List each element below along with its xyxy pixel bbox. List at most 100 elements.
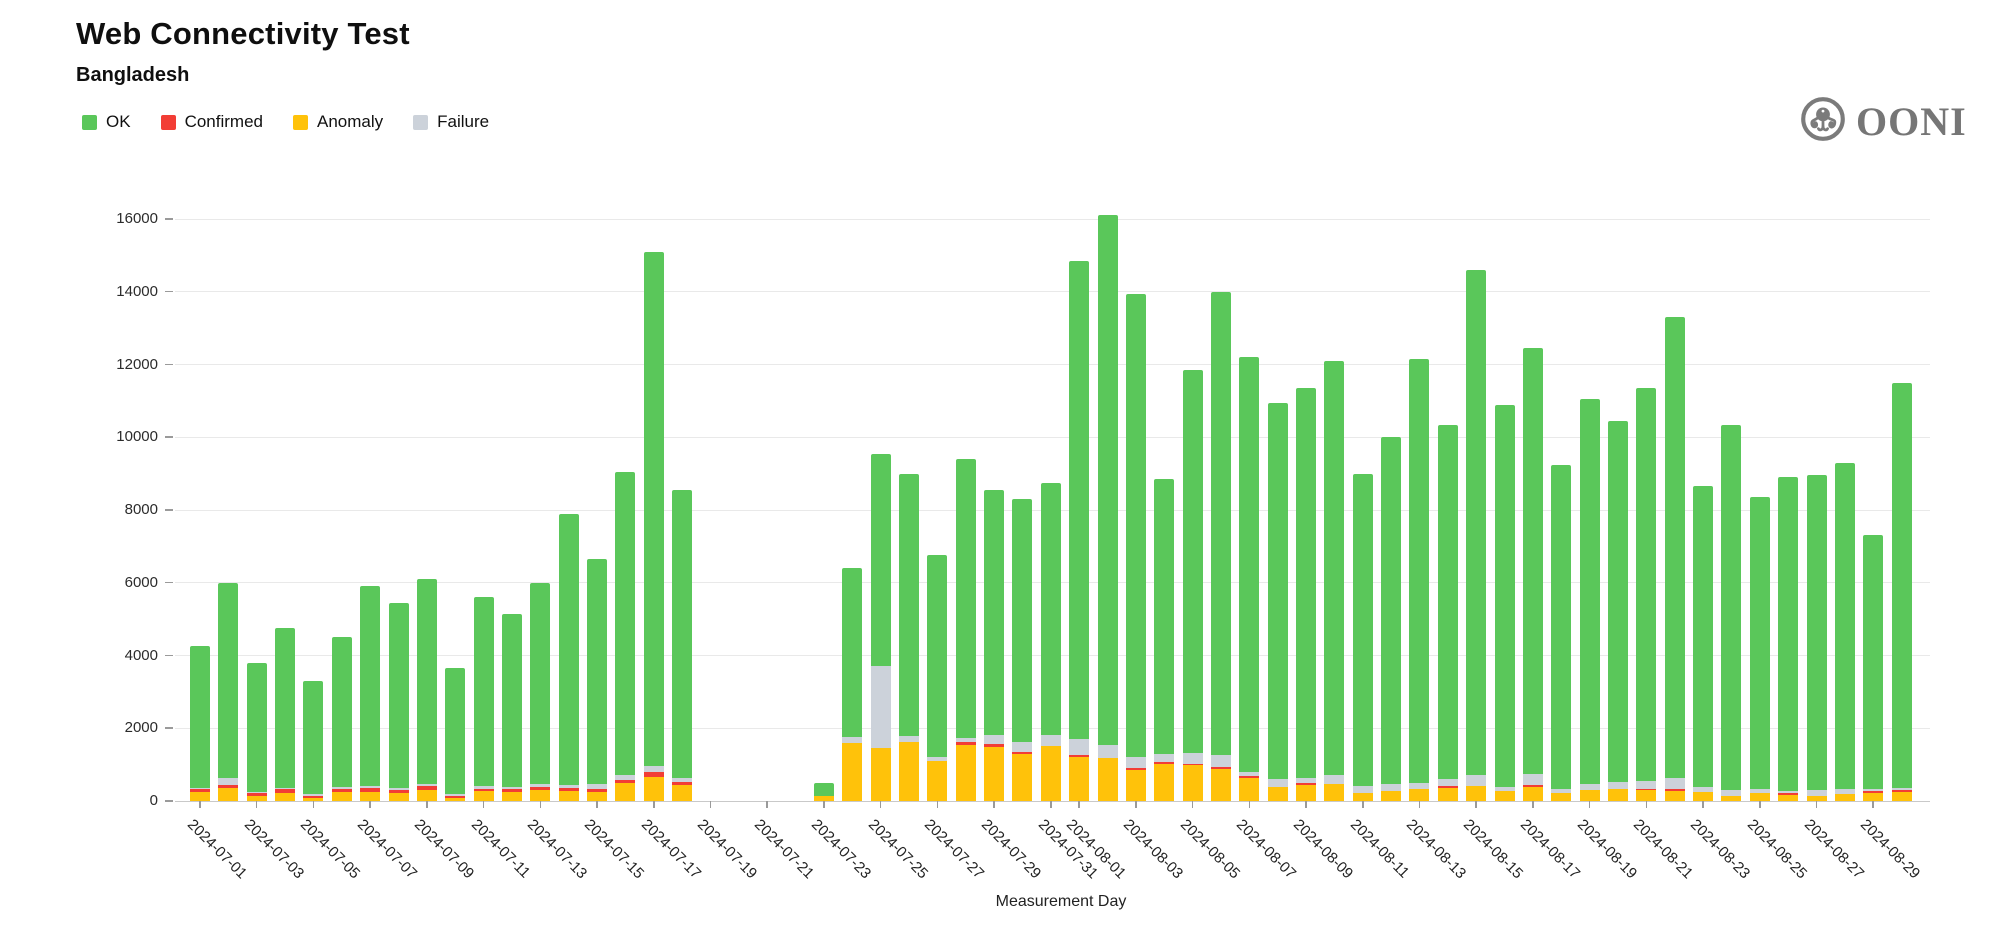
bar-2024-07-17[interactable]: [643, 219, 664, 801]
bar-2024-08-02[interactable]: [1097, 215, 1118, 801]
bar-2024-07-30[interactable]: [1012, 219, 1033, 801]
bar-2024-07-10[interactable]: [445, 219, 466, 801]
bar-2024-07-14[interactable]: [558, 219, 579, 801]
bar-2024-08-26[interactable]: [1778, 219, 1799, 801]
x-axis-line: [175, 800, 1930, 802]
bar-segment-anomaly: [1579, 790, 1600, 801]
page-subtitle: Bangladesh: [76, 64, 190, 86]
bar-2024-07-27[interactable]: [927, 219, 948, 801]
bar-2024-07-11[interactable]: [473, 219, 494, 801]
bar-2024-07-16[interactable]: [615, 219, 636, 801]
bar-2024-07-31[interactable]: [1040, 219, 1061, 801]
bar-2024-08-07[interactable]: [1239, 219, 1260, 801]
bar-2024-08-18[interactable]: [1551, 219, 1572, 801]
y-tick-label: 6000: [124, 573, 158, 591]
x-tick: [1248, 801, 1251, 808]
bar-2024-08-25[interactable]: [1749, 219, 1770, 801]
bar-2024-07-09[interactable]: [416, 219, 437, 801]
bar-2024-08-29[interactable]: [1863, 219, 1884, 801]
bar-segment-ok: [1239, 357, 1260, 773]
bar-2024-08-13[interactable]: [1409, 219, 1430, 801]
bar-segment-confirmed: [615, 780, 636, 783]
bar-segment-anomaly: [1664, 791, 1685, 801]
bar-segment-anomaly: [416, 790, 437, 801]
bar-2024-08-08[interactable]: [1267, 219, 1288, 801]
bar-2024-08-09[interactable]: [1296, 219, 1317, 801]
bar-2024-08-01[interactable]: [1069, 219, 1090, 801]
bar-2024-08-30[interactable]: [1891, 219, 1912, 801]
bar-2024-08-15[interactable]: [1466, 219, 1487, 801]
bar-2024-08-23[interactable]: [1693, 219, 1714, 801]
bar-2024-08-03[interactable]: [1125, 219, 1146, 801]
bar-2024-08-20[interactable]: [1608, 219, 1628, 801]
bar-segment-anomaly: [672, 784, 693, 801]
bar-2024-08-27[interactable]: [1806, 219, 1827, 801]
bar-2024-07-24[interactable]: [842, 219, 863, 801]
bar-2024-07-18[interactable]: [672, 219, 693, 801]
bar-segment-ok: [530, 582, 551, 785]
bar-segment-ok: [445, 668, 466, 795]
bar-segment-anomaly: [615, 782, 636, 801]
bar-2024-07-07[interactable]: [360, 219, 381, 801]
bar-2024-07-01[interactable]: [190, 219, 210, 801]
bar-segment-anomaly: [955, 744, 976, 801]
bar-segment-anomaly: [1296, 785, 1317, 801]
bar-segment-failure: [1437, 778, 1458, 787]
x-tick: [1588, 801, 1591, 808]
bar-2024-07-15[interactable]: [587, 219, 608, 801]
bar-segment-confirmed: [473, 788, 494, 791]
anomaly-swatch-icon: [292, 114, 308, 130]
bar-segment-ok: [1608, 420, 1628, 783]
bar-segment-failure: [473, 786, 494, 789]
bar-segment-failure: [530, 784, 551, 787]
bar-segment-confirmed: [530, 786, 551, 791]
bar-2024-08-06[interactable]: [1210, 219, 1231, 801]
bar-segment-confirmed: [1863, 791, 1884, 794]
y-tick: [165, 654, 173, 656]
x-tick-label: 2024-07-17: [637, 816, 705, 883]
bar-2024-07-06[interactable]: [331, 219, 352, 801]
chart-legend: OK Confirmed Anomaly Failure: [82, 112, 489, 132]
bar-2024-08-19[interactable]: [1579, 219, 1600, 801]
bar-segment-ok: [1693, 486, 1714, 787]
bar-2024-07-29[interactable]: [984, 219, 1005, 801]
bar-segment-ok: [899, 473, 919, 736]
bar-segment-anomaly: [388, 792, 409, 801]
bar-segment-confirmed: [1125, 767, 1146, 770]
bar-2024-07-05[interactable]: [303, 219, 324, 801]
bar-segment-anomaly: [1437, 787, 1458, 801]
x-tick-label: 2024-08-09: [1290, 816, 1357, 883]
bar-2024-08-17[interactable]: [1522, 219, 1543, 801]
bar-2024-07-08[interactable]: [388, 219, 409, 801]
bar-2024-07-13[interactable]: [530, 219, 551, 801]
bar-2024-08-12[interactable]: [1381, 219, 1402, 801]
bar-2024-08-21[interactable]: [1636, 219, 1657, 801]
bar-2024-07-23[interactable]: [813, 219, 834, 801]
bar-segment-confirmed: [955, 742, 976, 745]
bar-segment-anomaly: [984, 746, 1005, 801]
bar-2024-08-28[interactable]: [1834, 219, 1855, 801]
bar-2024-07-26[interactable]: [899, 219, 919, 801]
ooni-logo: OONI: [1800, 96, 1967, 147]
bar-2024-08-22[interactable]: [1664, 219, 1685, 801]
bar-2024-08-14[interactable]: [1437, 219, 1458, 801]
bar-2024-07-25[interactable]: [870, 219, 891, 801]
bar-2024-08-04[interactable]: [1154, 219, 1175, 801]
bar-2024-08-24[interactable]: [1721, 219, 1742, 801]
x-tick: [1135, 801, 1137, 808]
x-tick-label: 2024-08-11: [1346, 816, 1413, 882]
bar-segment-failure: [587, 783, 608, 789]
bar-segment-failure: [1834, 789, 1855, 794]
bar-2024-08-05[interactable]: [1182, 219, 1203, 801]
bar-2024-07-04[interactable]: [275, 219, 296, 801]
legend-label: Failure: [437, 112, 490, 131]
bar-segment-failure: [927, 757, 948, 762]
bar-2024-08-16[interactable]: [1494, 219, 1515, 801]
bar-2024-07-28[interactable]: [955, 219, 976, 801]
bar-2024-07-02[interactable]: [218, 219, 239, 801]
bar-2024-08-10[interactable]: [1324, 219, 1345, 801]
bar-2024-07-03[interactable]: [246, 219, 267, 801]
bar-2024-07-12[interactable]: [501, 219, 522, 801]
bar-2024-08-11[interactable]: [1352, 219, 1373, 801]
bar-segment-ok: [331, 637, 352, 787]
